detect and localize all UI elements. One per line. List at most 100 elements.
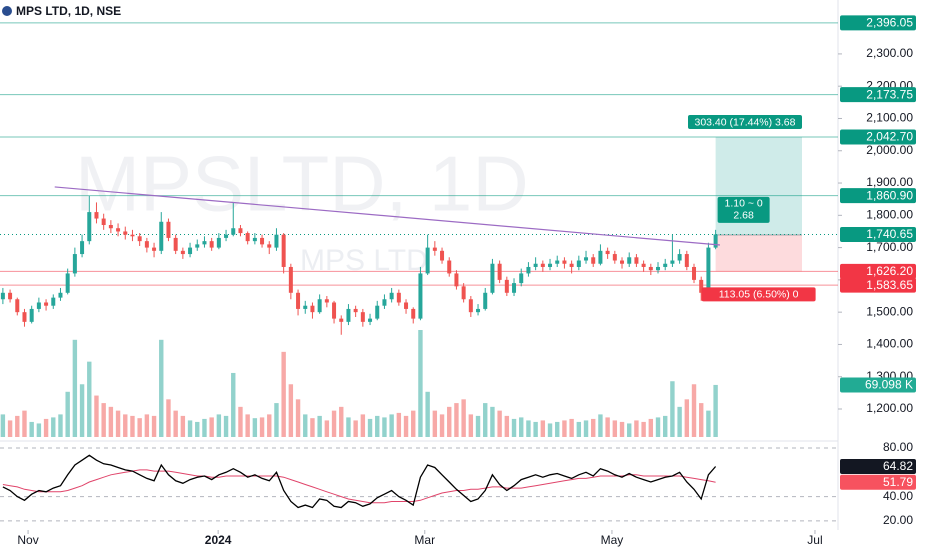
candle-body <box>663 263 668 267</box>
volume-bar <box>123 414 128 437</box>
candle-body <box>288 266 293 293</box>
candle-body <box>432 247 437 251</box>
candle-body <box>144 241 149 248</box>
candle-body <box>648 266 653 271</box>
last-price-label: 1,740.65 <box>866 227 913 241</box>
candle-body <box>396 292 401 303</box>
candle-body <box>8 292 13 300</box>
candle-body <box>497 263 502 280</box>
candle-body <box>36 302 41 309</box>
volume-bar <box>108 406 114 437</box>
last-price-label-box <box>840 226 916 242</box>
watermark-group: MPSLTD, 1D MPS LTD <box>75 140 529 277</box>
volume-bar <box>159 339 164 437</box>
candle-body <box>65 273 70 293</box>
candle-body <box>483 292 488 309</box>
candle-body <box>368 318 373 322</box>
volume-bar <box>547 423 553 437</box>
candle-body <box>454 273 459 287</box>
volume-bar <box>238 406 243 437</box>
volume-bar <box>396 412 402 437</box>
rsi-tick-label: 40.00 <box>883 489 913 503</box>
volume-bar <box>569 418 574 437</box>
volume-bar <box>216 414 222 437</box>
volume-bar <box>627 423 632 437</box>
candle-body <box>260 237 265 245</box>
volume-bar <box>288 384 294 437</box>
rsi-ma-label-box <box>840 474 916 490</box>
volume-bar <box>259 417 265 437</box>
volume-bar <box>583 420 589 437</box>
position-ratio-label: 1.10 ~ 0 <box>724 198 762 210</box>
volume-bar <box>281 351 286 437</box>
candle-body <box>317 299 322 313</box>
x-tick-label: Jul <box>807 533 822 547</box>
volume-bar <box>511 418 517 437</box>
volume-label-box <box>840 377 916 393</box>
candle-body <box>533 263 538 267</box>
candle-body <box>15 299 20 313</box>
candle-body <box>353 308 358 313</box>
volume-bar <box>151 415 157 437</box>
candle-body <box>303 305 308 309</box>
candle-body <box>411 308 416 319</box>
candle-body <box>58 292 63 298</box>
volume-bar <box>490 406 495 437</box>
y-tick-label: 1,500.00 <box>866 304 913 318</box>
volume-bar <box>425 391 430 437</box>
candle-body <box>699 279 704 293</box>
rsi_ma-line <box>2 469 716 504</box>
candle-body <box>591 257 596 264</box>
volume-bar <box>411 410 416 437</box>
candle-body <box>159 221 164 251</box>
volume-bar <box>324 420 330 437</box>
volume-bar <box>331 410 337 437</box>
candle-body <box>267 244 272 248</box>
volume-bar <box>79 384 85 437</box>
volume-bar <box>317 415 322 437</box>
x-tick-label: Nov <box>17 533 38 547</box>
volume-bar <box>303 414 308 437</box>
rsi-line <box>2 454 717 509</box>
rsi-label: 64.82 <box>883 459 913 473</box>
level-label-box <box>840 129 916 145</box>
candle-body <box>195 244 200 248</box>
candle-body <box>209 241 214 248</box>
candle-body <box>346 308 351 322</box>
volume-bar <box>231 372 236 437</box>
candle-body <box>512 283 517 293</box>
position-stop-box <box>701 287 816 302</box>
volume-bar <box>7 420 13 437</box>
candle-body <box>116 228 121 232</box>
candle-body <box>627 257 632 264</box>
candle-body <box>216 237 221 248</box>
volume-bar <box>130 415 135 437</box>
volume-bar <box>634 420 639 437</box>
candle-body <box>166 221 171 238</box>
candle-body <box>252 237 257 242</box>
candle-body <box>130 234 135 237</box>
candle-body <box>382 299 387 306</box>
volume-bar <box>180 415 186 437</box>
volume-bar <box>353 420 358 437</box>
level-label-box <box>840 15 916 31</box>
volume-bar <box>0 414 6 437</box>
volume-bar <box>648 418 654 437</box>
volume-bar <box>58 414 63 437</box>
watermark: MPSLTD, 1D <box>75 140 529 228</box>
volume-bar <box>439 414 445 437</box>
volume-bar <box>598 414 603 437</box>
candle-body <box>656 266 661 271</box>
candle-body <box>526 266 531 274</box>
candle-body <box>634 257 639 264</box>
candle-body <box>706 247 711 293</box>
volume-bar <box>454 403 459 437</box>
position-loss-zone <box>715 234 803 272</box>
level-label: 2,042.70 <box>866 130 913 144</box>
level-label-box <box>840 188 916 204</box>
position-target-label: 303.40 (17.44%) 3.68 <box>695 116 796 128</box>
volume-bar <box>418 330 423 437</box>
y-tick-label: 2,100.00 <box>866 111 913 125</box>
candle-body <box>51 297 56 306</box>
